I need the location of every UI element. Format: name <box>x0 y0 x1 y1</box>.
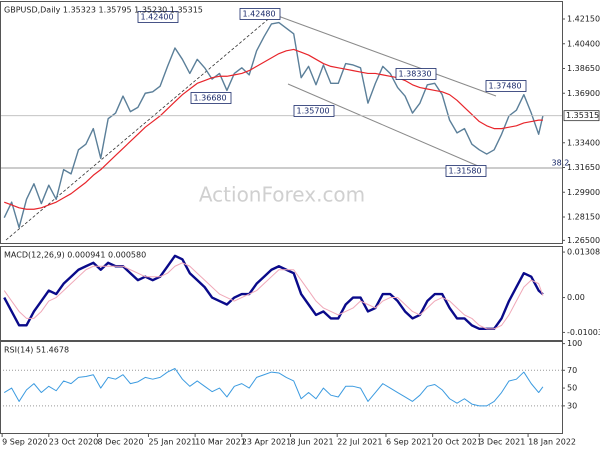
y-tick-label: 1.40400 <box>567 39 600 48</box>
annotation-box <box>445 165 487 177</box>
x-tick-label: 25 Jan 2021 <box>148 438 196 447</box>
annotation-box <box>293 105 335 117</box>
annotation: 1.42400 <box>141 13 174 22</box>
x-tick-label: 3 Dec 2021 <box>479 438 525 447</box>
y-tick-label: 100 <box>567 339 582 348</box>
series-line <box>3 254 544 331</box>
annotation: 1.31580 <box>449 167 482 176</box>
series-line <box>3 262 544 330</box>
main-panel-frame <box>0 1 563 244</box>
trend-line <box>5 15 273 241</box>
y-tick-label: 1.26500 <box>567 236 600 245</box>
y-tick-label: -0.01003 <box>567 328 600 337</box>
x-tick-label: 6 Sep 2021 <box>386 438 432 447</box>
y-tick-label: 50 <box>567 384 577 393</box>
annotation: 1.35700 <box>297 107 330 116</box>
x-tick-label: 8 Dec 2020 <box>98 438 144 447</box>
x-tick-label: 9 Sep 2020 <box>2 438 48 447</box>
panel-title: MACD(12,26,9) 0.000941 0.000580 <box>4 251 146 260</box>
annotation: 1.38330 <box>399 70 432 79</box>
panel-title: GBPUSD,Daily 1.35323 1.35795 1.35230 1.3… <box>4 6 203 15</box>
annotation-box <box>137 11 179 23</box>
channel-upper <box>277 15 497 97</box>
y-tick-label: 30 <box>567 401 577 410</box>
annotation-box <box>395 68 437 80</box>
y-tick-label: 1.31650 <box>567 163 600 172</box>
annotation-box <box>485 80 527 92</box>
y-tick-label: 1.33400 <box>567 138 600 147</box>
x-tick-label: 20 Oct 2021 <box>433 438 482 447</box>
annotation: 38.2 <box>552 159 570 168</box>
annotation-box <box>190 92 232 104</box>
plot-layer: 1.42400 1.42480 1.36680 1.35700 1.38330 1.374… <box>0 8 570 407</box>
last-price-label: 1.35315 <box>566 111 599 120</box>
x-tick-label: 18 Jan 2022 <box>528 438 576 447</box>
annotation: 1.37480 <box>489 82 522 91</box>
y-tick-label: 0.013083 <box>567 248 600 257</box>
last-price-box <box>563 110 600 122</box>
y-tick-label: 0.00 <box>567 293 585 302</box>
channel-lower <box>287 83 479 167</box>
panel-title: RSI(14) 51.4678 <box>4 346 69 355</box>
series-line <box>3 368 544 407</box>
x-tick-label: 10 Mar 2021 <box>195 438 246 447</box>
rsi-panel-frame <box>0 341 563 434</box>
series-line <box>3 21 544 229</box>
annotation: 1.42480 <box>243 10 276 19</box>
y-tick-label: 1.38650 <box>567 64 600 73</box>
x-tick-label: 22 Jul 2021 <box>337 438 382 447</box>
annotation-box <box>239 8 281 20</box>
y-tick-label: 1.28150 <box>567 213 600 222</box>
y-tick-label: 70 <box>567 366 577 375</box>
y-tick-label: 1.36900 <box>567 89 600 98</box>
y-tick-label: 1.29900 <box>567 188 600 197</box>
y-tick-label: 1.42150 <box>567 15 600 24</box>
x-tick-label: 23 Oct 2020 <box>49 438 98 447</box>
series-line <box>4 48 543 210</box>
x-tick-label: 23 Apr 2021 <box>242 438 291 447</box>
x-tick-label: 8 Jun 2021 <box>291 438 334 447</box>
annotation: 1.36680 <box>194 94 227 103</box>
watermark: ActionForex.com <box>199 183 365 207</box>
macd-panel-frame <box>0 246 563 341</box>
